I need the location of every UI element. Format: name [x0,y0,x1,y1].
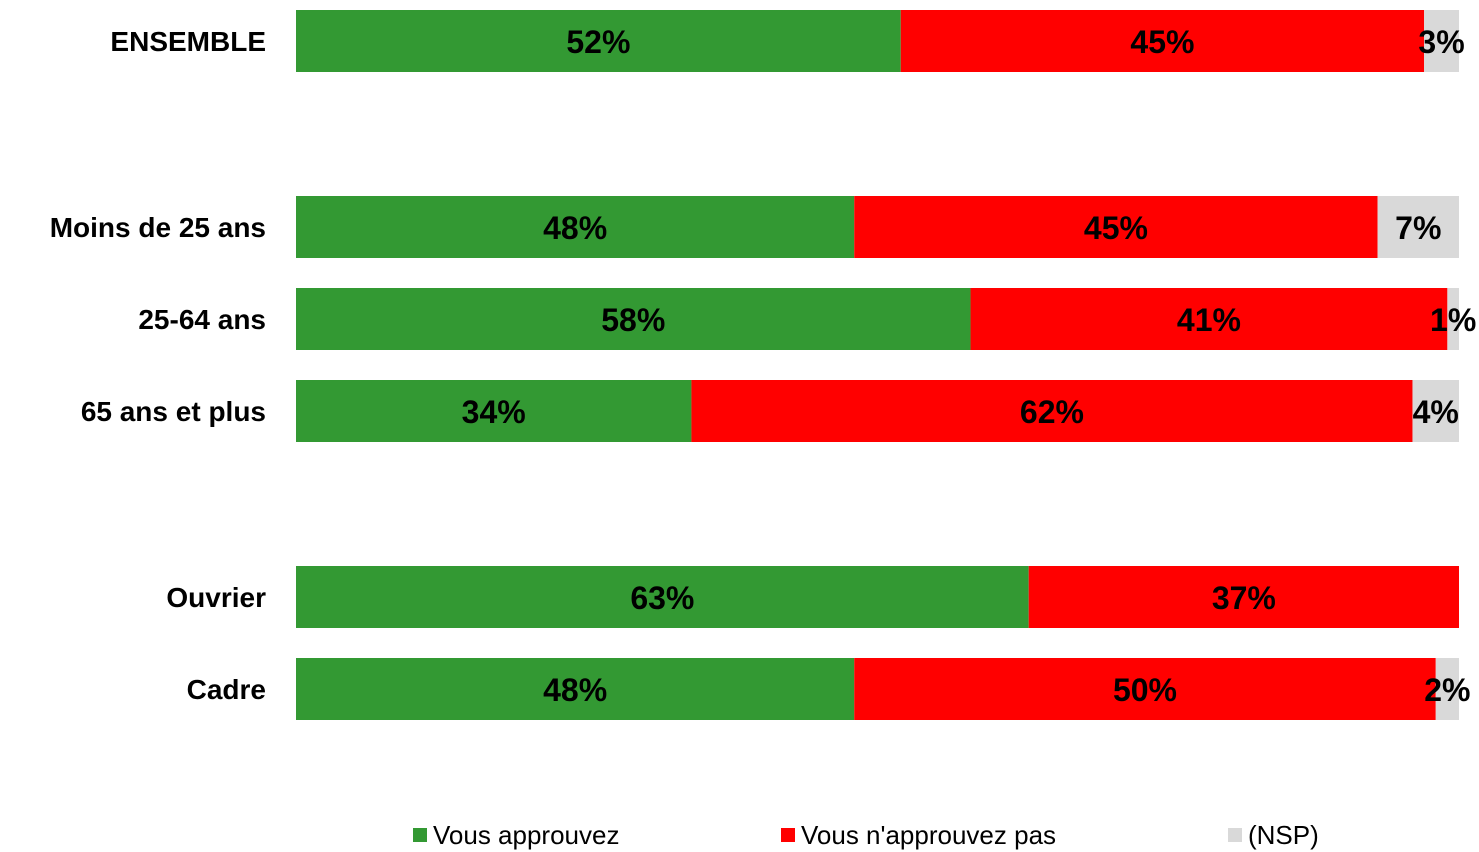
data-label: 62% [1020,394,1084,430]
legend: Vous approuvez Vous n'approuvez pas (NSP… [0,818,1479,852]
legend-label-nsp: (NSP) [1248,819,1319,850]
category-label: Moins de 25 ans [50,212,266,243]
category-label: ENSEMBLE [110,26,266,57]
legend-label-approve: Vous approuvez [433,819,620,850]
data-label: 45% [1130,24,1194,60]
bar-segment [1447,288,1459,350]
bar-segment [296,10,901,72]
bar-segment [1028,566,1459,628]
data-label: 41% [1177,302,1241,338]
bar-segment [854,196,1378,258]
bar-segment [900,10,1425,72]
legend-swatch-disapprove [781,828,795,842]
bar-segment [296,566,1029,628]
data-label: 3% [1418,24,1464,60]
data-label: 48% [543,210,607,246]
bar-segment [691,380,1413,442]
data-label: 7% [1395,210,1441,246]
bar-segment [296,380,692,442]
bar-segment [854,658,1436,720]
data-label: 45% [1084,210,1148,246]
bar-segment [296,288,971,350]
category-label: 25-64 ans [138,304,266,335]
data-label: 37% [1212,580,1276,616]
category-label: Ouvrier [166,582,266,613]
stacked-bar-chart: ENSEMBLE 52% 45% 3% Moins de 25 ans 48% 45% 7% 2… [50,10,1476,720]
data-label: 1% [1430,302,1476,338]
data-label: 34% [462,394,526,430]
category-label: 65 ans et plus [81,396,266,427]
legend-swatch-nsp [1228,828,1242,842]
bar-segment [1424,10,1459,72]
data-label: 4% [1413,394,1459,430]
legend-item-approve: Vous approuvez [413,818,619,852]
legend-item-disapprove: Vous n'approuvez pas [781,818,1056,852]
bar-segment [296,196,855,258]
data-label: 63% [630,580,694,616]
data-label: 52% [566,24,630,60]
legend-label-disapprove: Vous n'approuvez pas [801,819,1057,850]
data-label: 48% [543,672,607,708]
legend-swatch-approve [413,828,427,842]
legend-item-nsp: (NSP) [1228,818,1319,852]
bar-segment [970,288,1448,350]
data-label: 58% [601,302,665,338]
bar-segment [1435,658,1459,720]
bar-segment [1412,380,1459,442]
bar-segment [1377,196,1459,258]
data-label: 50% [1113,672,1177,708]
data-label: 2% [1424,672,1470,708]
category-label: Cadre [187,674,266,705]
bar-segment [296,658,855,720]
